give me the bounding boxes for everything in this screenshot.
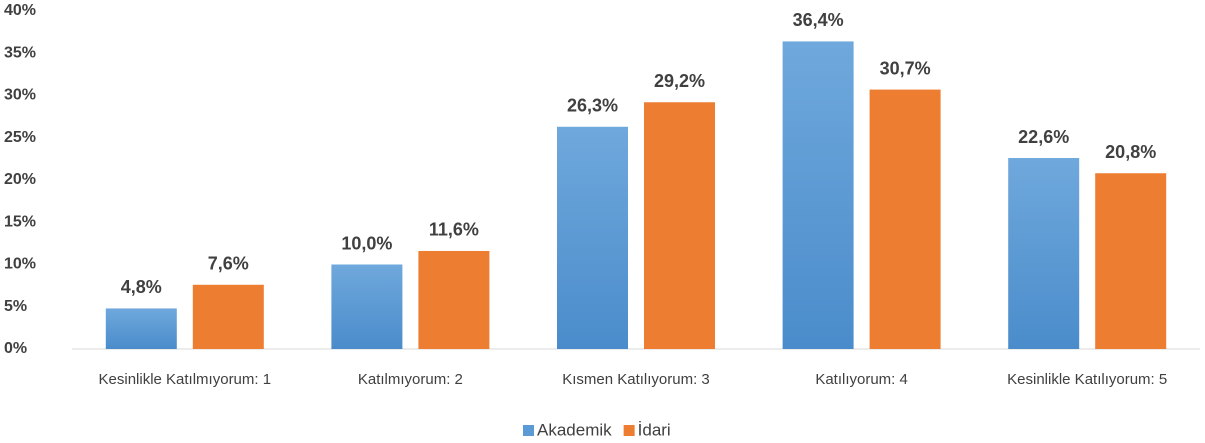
y-tick-label: 10% xyxy=(4,256,36,273)
legend-label: İdari xyxy=(638,420,671,439)
bar xyxy=(418,250,490,349)
value-label: 4,8% xyxy=(121,277,162,297)
value-label: 30,7% xyxy=(880,58,931,78)
y-tick-label: 40% xyxy=(4,2,36,19)
value-label: 11,6% xyxy=(429,220,479,240)
legend-swatch xyxy=(623,425,635,436)
y-tick-label: 0% xyxy=(4,340,27,357)
value-label: 26,3% xyxy=(567,96,618,116)
bar xyxy=(331,264,403,349)
value-label: 20,8% xyxy=(1105,142,1156,162)
bar xyxy=(644,102,715,349)
bar xyxy=(557,126,628,349)
y-tick-label: 20% xyxy=(4,171,36,188)
x-tick-label: Kesinlikle Katılıyorum: 5 xyxy=(1007,371,1167,388)
y-tick-label: 35% xyxy=(4,44,36,61)
value-label: 10,0% xyxy=(341,233,392,253)
legend-label: Akademik xyxy=(537,420,612,439)
value-label: 29,2% xyxy=(654,71,705,91)
legend-swatch xyxy=(523,425,534,436)
bar xyxy=(869,89,941,350)
bar xyxy=(105,308,177,349)
y-tick-label: 15% xyxy=(4,213,36,230)
x-tick-label: Kesinlikle Katılmıyorum: 1 xyxy=(99,371,272,388)
value-label: 7,6% xyxy=(208,254,249,274)
y-tick-label: 5% xyxy=(4,298,27,315)
bar xyxy=(1008,158,1080,349)
x-tick-label: Kısmen Katılıyorum: 3 xyxy=(562,371,710,388)
bar xyxy=(782,41,854,350)
y-tick-label: 25% xyxy=(4,129,36,146)
value-label: 36,4% xyxy=(793,10,844,30)
x-tick-label: Katılıyorum: 4 xyxy=(815,371,908,388)
bar xyxy=(192,284,264,349)
bar xyxy=(1095,173,1167,349)
x-tick-label: Katılmıyorum: 2 xyxy=(358,371,463,388)
value-label: 22,6% xyxy=(1018,127,1069,147)
y-tick-label: 30% xyxy=(4,87,36,104)
